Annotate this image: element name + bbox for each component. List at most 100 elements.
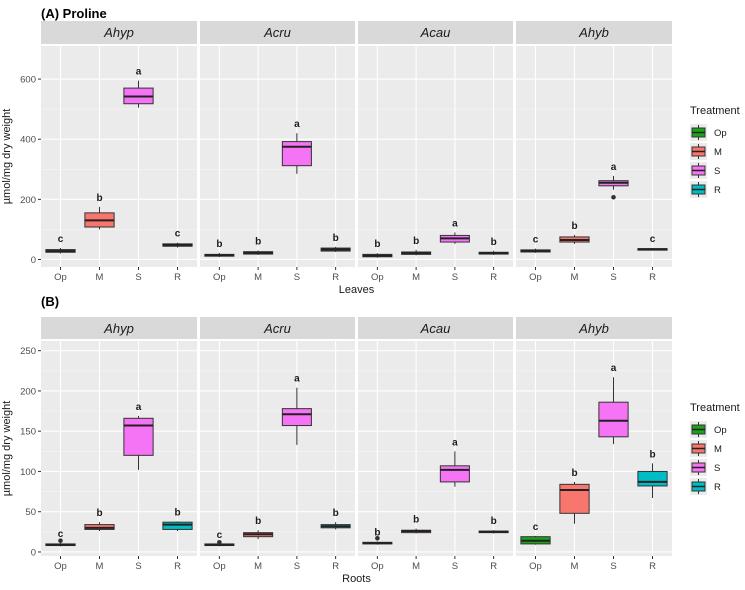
x-tick-label: R bbox=[649, 272, 656, 283]
panel-strip bbox=[41, 21, 197, 44]
box-ahyp-op: c bbox=[45, 234, 76, 254]
outlier-point bbox=[375, 535, 380, 541]
significance-letter: c bbox=[533, 235, 539, 246]
panel-strip-label: Acau bbox=[420, 321, 451, 336]
box-ahyp-s: a bbox=[123, 67, 154, 108]
y-axis-title: µmol/mg dry weight bbox=[1, 109, 13, 205]
box-acru-r: b bbox=[320, 233, 351, 252]
box-ahyp-m: b bbox=[84, 508, 115, 532]
box-acau-op: b bbox=[362, 528, 393, 545]
box-ahyb-m: b bbox=[559, 221, 590, 244]
box-ahyb-s: a bbox=[598, 162, 629, 200]
significance-letter: b bbox=[374, 239, 380, 250]
significance-letter: b bbox=[413, 236, 419, 247]
legend-label: S bbox=[714, 166, 720, 177]
box-acau-m: b bbox=[401, 515, 432, 534]
x-tick-label: R bbox=[332, 272, 339, 283]
box-ahyb-r: b bbox=[637, 449, 668, 499]
box-acau-r: b bbox=[478, 516, 509, 534]
box-acru-op: b bbox=[204, 239, 235, 258]
significance-letter: a bbox=[611, 363, 617, 374]
panel-strip-label: Acau bbox=[420, 25, 451, 40]
significance-letter: b bbox=[96, 508, 102, 519]
legend-label: S bbox=[714, 463, 720, 474]
x-tick-label: Op bbox=[213, 272, 226, 283]
y-tick-label: 0 bbox=[31, 255, 36, 266]
legend-label: M bbox=[714, 147, 722, 158]
x-axis-title: Leaves bbox=[339, 284, 375, 296]
panel-strip bbox=[516, 21, 672, 44]
box-acau-op: b bbox=[362, 239, 393, 258]
significance-letter: c bbox=[58, 529, 64, 540]
legend-label: Op bbox=[714, 425, 727, 436]
significance-letter: b bbox=[374, 528, 380, 539]
outlier-point bbox=[58, 538, 63, 544]
x-tick-label: M bbox=[254, 272, 262, 283]
box-body bbox=[598, 401, 629, 438]
box-ahyb-m: b bbox=[559, 468, 590, 524]
x-tick-label: S bbox=[294, 561, 300, 572]
y-tick-label: 600 bbox=[20, 75, 36, 86]
legend-title: Treatment bbox=[690, 402, 740, 414]
panel-strip bbox=[358, 21, 513, 44]
significance-letter: c bbox=[533, 522, 539, 533]
box-ahyp-r: c bbox=[162, 229, 193, 248]
x-tick-label: R bbox=[332, 561, 339, 572]
legend-key-m: M bbox=[690, 440, 722, 457]
x-tick-label: M bbox=[96, 561, 104, 572]
x-tick-label: S bbox=[135, 272, 141, 283]
significance-letter: c bbox=[175, 229, 181, 240]
panel-strip bbox=[200, 317, 355, 339]
box-ahyb-op: c bbox=[520, 235, 551, 253]
chart-title: (A) Proline bbox=[41, 6, 107, 21]
legend: Treatment Op MSR bbox=[690, 402, 740, 495]
y-tick-label: 400 bbox=[20, 135, 36, 146]
panel-background bbox=[200, 341, 355, 556]
panel-acau: Acau Op M S Rb b a b bbox=[358, 317, 513, 572]
x-tick-label: M bbox=[571, 272, 579, 283]
legend-label: R bbox=[714, 482, 721, 493]
x-tick-label: Op bbox=[54, 561, 67, 572]
significance-letter: b bbox=[413, 515, 419, 526]
y-tick-label: 250 bbox=[20, 346, 36, 357]
significance-letter: b bbox=[491, 237, 497, 248]
significance-letter: b bbox=[333, 508, 339, 519]
panel-background bbox=[358, 341, 513, 556]
y-tick-label: 100 bbox=[20, 467, 36, 478]
x-tick-label: R bbox=[649, 561, 656, 572]
panel-strip bbox=[41, 317, 197, 339]
box-body bbox=[637, 470, 668, 487]
y-tick-label: 150 bbox=[20, 427, 36, 438]
x-tick-label: S bbox=[452, 561, 458, 572]
x-tick-label: M bbox=[254, 561, 262, 572]
box-body bbox=[281, 408, 312, 427]
x-tick-label: M bbox=[96, 272, 104, 283]
box-acau-s: a bbox=[439, 437, 470, 487]
panel-background bbox=[358, 46, 513, 267]
significance-letter: b bbox=[491, 516, 497, 527]
significance-letter: b bbox=[571, 468, 577, 479]
x-tick-label: M bbox=[412, 272, 420, 283]
panel-strip bbox=[200, 21, 355, 44]
box-ahyb-s: a bbox=[598, 363, 629, 445]
legend-key-op: Op bbox=[690, 421, 727, 438]
x-tick-label: R bbox=[490, 561, 497, 572]
significance-letter: b bbox=[255, 236, 261, 247]
significance-letter: c bbox=[58, 234, 64, 245]
significance-letter: b bbox=[216, 239, 222, 250]
significance-letter: a bbox=[452, 218, 458, 229]
panel-strip-label: Ahyp bbox=[103, 321, 134, 336]
x-tick-label: M bbox=[571, 561, 579, 572]
legend-title: Treatment bbox=[690, 105, 740, 117]
x-tick-label: S bbox=[135, 561, 141, 572]
x-tick-label: Op bbox=[529, 561, 542, 572]
panel-strip-label: Acru bbox=[263, 25, 291, 40]
box-acau-m: b bbox=[401, 236, 432, 256]
chart-0: (A) Proline µmol/mg dry weight Leaves 0 200 4… bbox=[1, 6, 740, 296]
box-ahyp-op: c bbox=[45, 529, 76, 547]
significance-letter: b bbox=[174, 507, 180, 518]
box-body bbox=[281, 141, 312, 167]
x-tick-label: S bbox=[294, 272, 300, 283]
significance-letter: c bbox=[650, 234, 656, 245]
